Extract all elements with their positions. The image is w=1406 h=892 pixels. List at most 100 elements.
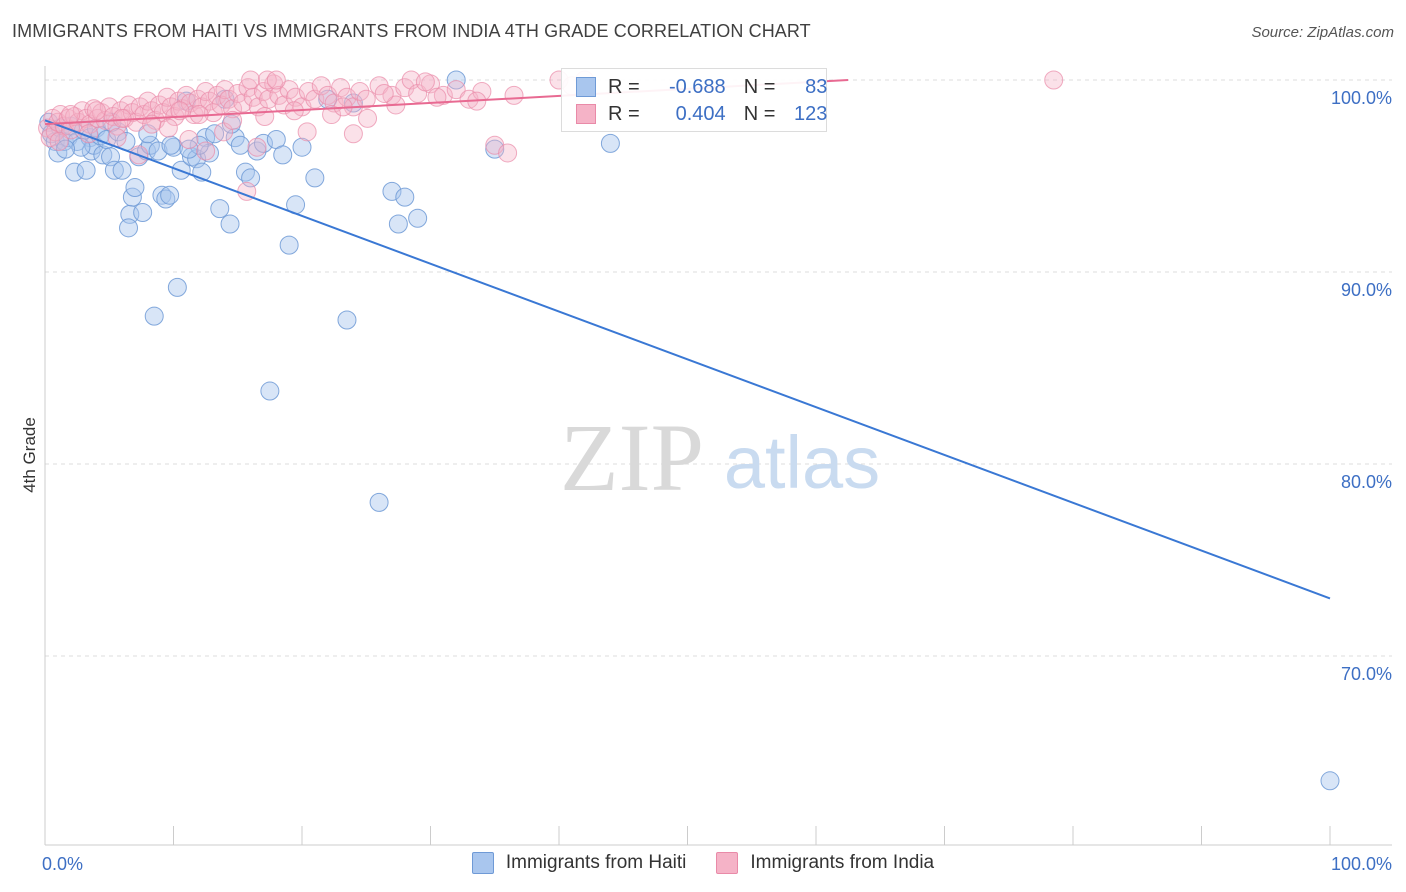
- y-tick-label: 70.0%: [1341, 664, 1392, 684]
- india-point: [311, 76, 331, 96]
- india-point: [99, 97, 119, 117]
- haiti-point: [179, 139, 199, 159]
- india-point: [126, 112, 146, 132]
- haiti-point: [125, 178, 145, 198]
- watermark: ZIP atlas: [560, 404, 880, 511]
- haiti-point: [446, 70, 466, 90]
- india-point: [86, 101, 106, 121]
- india-point: [88, 108, 108, 128]
- india-point: [223, 110, 243, 130]
- haiti-point: [164, 137, 183, 157]
- legend-r-label: R =: [608, 102, 640, 125]
- india-point: [343, 124, 363, 144]
- india-point: [255, 106, 275, 126]
- india-point: [122, 103, 142, 123]
- y-axis-title: 4th Grade: [20, 417, 39, 493]
- india-point: [170, 101, 190, 121]
- legend-swatch-india: [576, 104, 596, 124]
- india-point: [49, 131, 69, 151]
- india-points: [38, 70, 1064, 201]
- trend-lines: [44, 79, 1331, 600]
- india-point: [142, 114, 162, 134]
- haiti-point: [220, 214, 240, 234]
- india-point: [322, 105, 342, 125]
- series-legend-haiti[interactable]: Immigrants from Haiti: [471, 852, 687, 874]
- india-point: [446, 80, 466, 100]
- haiti-point: [160, 185, 180, 205]
- series-legend: Immigrants from Haiti Immigrants from In…: [0, 852, 1406, 874]
- series-legend-india[interactable]: Immigrants from India: [716, 852, 934, 874]
- series-label-india: Immigrants from India: [750, 852, 935, 873]
- india-point: [157, 87, 177, 107]
- series-label-haiti: Immigrants from Haiti: [505, 852, 687, 873]
- x-tick-label-max: 100.0%: [1331, 854, 1392, 874]
- india-point: [415, 72, 435, 92]
- haiti-point: [93, 145, 113, 165]
- haiti-point: [292, 137, 312, 157]
- india-point: [498, 143, 518, 163]
- haiti-points: [39, 70, 1340, 791]
- india-point: [238, 78, 258, 98]
- india-point: [374, 83, 394, 103]
- haiti-point: [1320, 771, 1340, 791]
- haiti-point: [65, 162, 85, 182]
- legend-swatch-haiti: [576, 77, 596, 97]
- legend-r-value-haiti: -0.688: [668, 75, 726, 98]
- haiti-point: [104, 160, 124, 180]
- india-point: [179, 130, 199, 150]
- haiti-point: [337, 310, 357, 330]
- india-point: [504, 85, 524, 105]
- y-tick-label: 90.0%: [1341, 280, 1392, 300]
- india-point: [138, 91, 158, 111]
- india-point: [199, 91, 219, 111]
- india-point: [297, 122, 317, 142]
- haiti-point: [152, 185, 172, 205]
- haiti-point: [210, 199, 230, 219]
- india-point: [142, 101, 162, 121]
- legend-n-value-haiti: 83: [805, 75, 828, 98]
- india-point: [298, 82, 318, 102]
- correlation-legend: R = -0.688 N = 83 R = 0.404 N = 123: [561, 68, 827, 132]
- india-point: [112, 108, 132, 128]
- x-tick-label-min: 0.0%: [42, 854, 83, 874]
- india-point: [207, 85, 227, 105]
- legend-n-label: N =: [743, 75, 776, 98]
- legend-n-value-india: 123: [794, 102, 828, 125]
- india-point: [395, 78, 415, 98]
- india-point: [196, 141, 216, 161]
- india-point: [61, 105, 81, 125]
- legend-row-india: R = 0.404 N = 123: [576, 102, 827, 126]
- haiti-point: [382, 181, 402, 201]
- haiti-point: [230, 135, 250, 155]
- source-label: Source: ZipAtlas.com: [1251, 24, 1394, 41]
- chart-title: IMMIGRANTS FROM HAITI VS IMMIGRANTS FROM…: [12, 21, 811, 41]
- haiti-point: [369, 492, 389, 512]
- india-point: [358, 108, 378, 128]
- india-point: [233, 93, 253, 113]
- haiti-point: [56, 139, 76, 159]
- india-point: [247, 137, 267, 157]
- haiti-point: [144, 306, 164, 326]
- india-point: [350, 82, 370, 102]
- haiti-point: [167, 277, 187, 297]
- haiti-point: [388, 214, 408, 234]
- haiti-point: [76, 160, 96, 180]
- india-point: [269, 85, 289, 105]
- india-point: [228, 83, 248, 103]
- legend-r-value-india: 0.404: [675, 102, 726, 125]
- y-tick-label: 80.0%: [1341, 472, 1392, 492]
- india-point: [286, 87, 306, 107]
- india-point: [408, 83, 428, 103]
- india-point: [433, 85, 453, 105]
- legend-r-label: R =: [608, 75, 640, 98]
- india-point: [279, 80, 299, 100]
- haiti-point: [260, 381, 280, 401]
- y-tick-label: 100.0%: [1331, 88, 1392, 108]
- haiti-point: [112, 160, 132, 180]
- india-point: [266, 70, 286, 90]
- india-point: [196, 82, 216, 102]
- haiti-point: [305, 168, 325, 188]
- india-point: [337, 87, 357, 107]
- haiti-point: [161, 135, 181, 155]
